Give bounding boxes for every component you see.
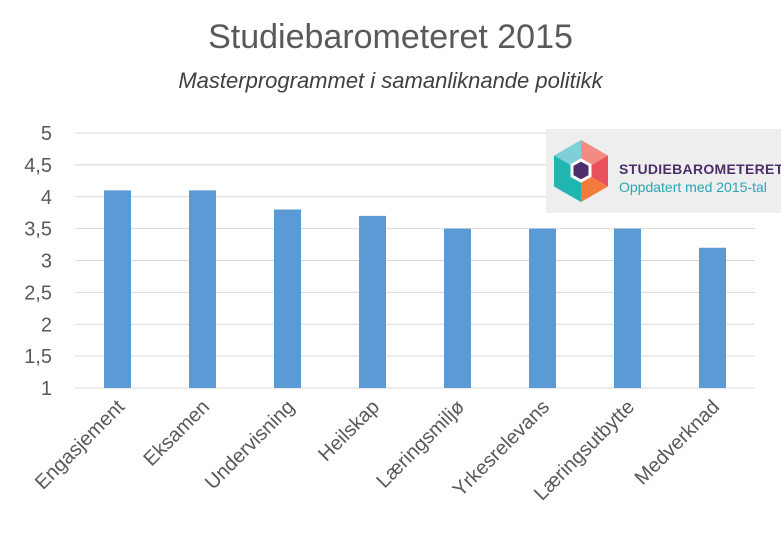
x-category-label: Medverknad — [631, 396, 724, 489]
y-tick-label: 3,5 — [24, 219, 52, 241]
x-category-label: Engasjement — [31, 396, 129, 494]
x-category-label: Heilskap — [314, 396, 384, 466]
bar-undervisning — [274, 209, 301, 388]
x-category-label: Læringsmiljø — [373, 396, 469, 492]
bar-medverknad — [699, 247, 726, 388]
hexagon-logo-icon — [554, 140, 608, 202]
logo-tagline: Oppdatert med 2015-tal — [619, 179, 767, 195]
bar-engasjement — [104, 190, 131, 388]
bar-yrkesrelevans — [529, 228, 556, 388]
y-tick-label: 4,5 — [24, 155, 52, 177]
y-tick-label: 2 — [41, 314, 52, 336]
y-tick-label: 3 — [41, 251, 52, 273]
chart-subtitle: Masterprogrammet i samanliknande politik… — [178, 68, 603, 93]
y-tick-label: 5 — [41, 123, 52, 145]
y-tick-label: 4 — [41, 187, 52, 209]
y-tick-label: 1,5 — [24, 346, 52, 368]
x-category-label: Eksamen — [140, 396, 215, 471]
chart-title: Studiebarometeret 2015 — [208, 18, 573, 56]
logo-name: STUDIEBAROMETERET — [619, 161, 781, 177]
bar-heilskap — [359, 215, 386, 388]
bar-læringsutbytte — [614, 228, 641, 388]
y-tick-label: 1 — [41, 378, 52, 400]
bar-eksamen — [189, 190, 216, 388]
studiebarometeret-logo: STUDIEBAROMETERET Oppdatert med 2015-tal — [546, 129, 781, 213]
bar-læringsmiljø — [444, 228, 471, 388]
x-category-label: Undervisning — [201, 396, 299, 494]
y-tick-label: 2,5 — [24, 282, 52, 304]
